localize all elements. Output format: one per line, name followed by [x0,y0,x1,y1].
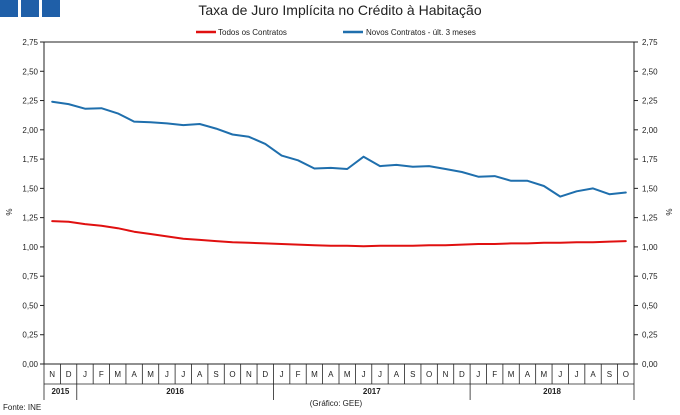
y-tick-label-left: 1,00 [22,243,38,252]
y-tick-label-right: 2,00 [642,126,658,135]
x-tick-label-month: A [131,370,137,379]
x-tick-label-month: M [147,370,154,379]
x-tick-label-month: J [83,370,87,379]
y-tick-label-left: 2,25 [22,97,38,106]
x-tick-label-year: 2017 [363,387,381,396]
x-axis: N D J F M A M J J A S O N D J F M A M J J A S O N D J F M A M J J A S O 2015… [43,364,635,400]
header-squares [0,0,60,17]
x-tick-label-month: J [362,370,366,379]
x-tick-label-month: S [410,370,415,379]
y-tick-label-right: 1,50 [642,184,658,193]
series-line-todos-os-contratos [51,220,627,248]
plot-frame [43,41,635,365]
x-tick-label-month: D [459,370,465,379]
y-tick-label-right: 1,00 [642,243,658,252]
x-tick-label-month: O [426,370,432,379]
x-tick-label-year: 2015 [51,387,69,396]
legend-label-todos: Todos os Contratos [218,28,287,37]
header-square-2 [21,0,39,17]
x-tick-label-month: N [246,370,252,379]
x-tick-label-month: O [229,370,235,379]
y-tick-label-right: 2,25 [642,97,658,106]
y-tick-label-right: 0,00 [642,360,658,369]
x-tick-label-month: F [296,370,301,379]
y-axis-left: 0,00 0,25 0,50 0,75 1,00 1,25 1,50 1,75 2,00 2,25… [22,38,44,369]
chart-title: Taxa de Juro Implícita no Crédito à Habi… [198,2,481,18]
y-tick-label-right: 1,25 [642,214,658,223]
x-tick-label-month: J [165,370,169,379]
x-tick-label-month: M [311,370,318,379]
x-tick-label-month: F [99,370,104,379]
x-tick-label-month: S [607,370,612,379]
y-axis-right: 0,00 0,25 0,50 0,75 1,00 1,25 1,50 1,75 2,00 2,25… [634,38,658,369]
y-tick-label-right: 0,25 [642,331,658,340]
credit-text: (Gráfico: GEE) [310,399,363,408]
y-tick-label-left: 0,50 [22,301,38,310]
x-tick-label-year: 2016 [166,387,184,396]
y-axis-label-right: % [665,208,674,215]
x-tick-label-month: M [344,370,351,379]
y-tick-label-left: 2,75 [22,38,38,47]
y-tick-label-left: 0,00 [22,360,38,369]
y-tick-label-left: 1,50 [22,184,38,193]
x-tick-label-month: A [394,370,400,379]
y-tick-label-left: 1,25 [22,214,38,223]
x-tick-label-month: M [541,370,548,379]
x-tick-label-month: A [590,370,596,379]
x-tick-label-month: A [197,370,203,379]
legend: Todos os Contratos Novos Contratos - últ… [196,28,476,37]
x-tick-label-month: J [575,370,579,379]
x-tick-label-month: J [378,370,382,379]
y-tick-label-right: 2,75 [642,38,658,47]
y-tick-label-right: 0,75 [642,272,658,281]
y-tick-label-left: 1,75 [22,155,38,164]
y-tick-label-right: 1,75 [642,155,658,164]
x-tick-label-month: J [558,370,562,379]
header-square-1 [0,0,18,17]
y-tick-label-left: 0,25 [22,331,38,340]
y-tick-label-left: 0,75 [22,272,38,281]
header-square-3 [42,0,60,17]
x-tick-label-month: S [213,370,218,379]
x-tick-label-month: M [508,370,515,379]
x-tick-label-month: O [623,370,629,379]
x-tick-label-month: J [181,370,185,379]
x-tick-label-month: N [49,370,55,379]
series-group [51,100,627,248]
y-axis-label-left: % [5,208,14,215]
x-tick-label-month: N [443,370,449,379]
x-tick-label-month: M [114,370,121,379]
x-tick-label-month: A [525,370,531,379]
series-line-novos-contratos [51,100,627,198]
y-tick-label-right: 0,50 [642,301,658,310]
x-tick-label-month: D [262,370,268,379]
x-tick-label-month: D [66,370,72,379]
legend-label-novos: Novos Contratos - últ. 3 meses [366,28,476,37]
x-tick-label-month: F [492,370,497,379]
y-tick-label-left: 2,50 [22,67,38,76]
x-tick-label-month: A [328,370,334,379]
y-tick-label-left: 2,00 [22,126,38,135]
x-tick-label-month: J [280,370,284,379]
x-tick-label-year: 2018 [543,387,561,396]
y-tick-label-right: 2,50 [642,67,658,76]
source-text: Fonte: INE [3,403,41,412]
x-tick-label-month: J [476,370,480,379]
